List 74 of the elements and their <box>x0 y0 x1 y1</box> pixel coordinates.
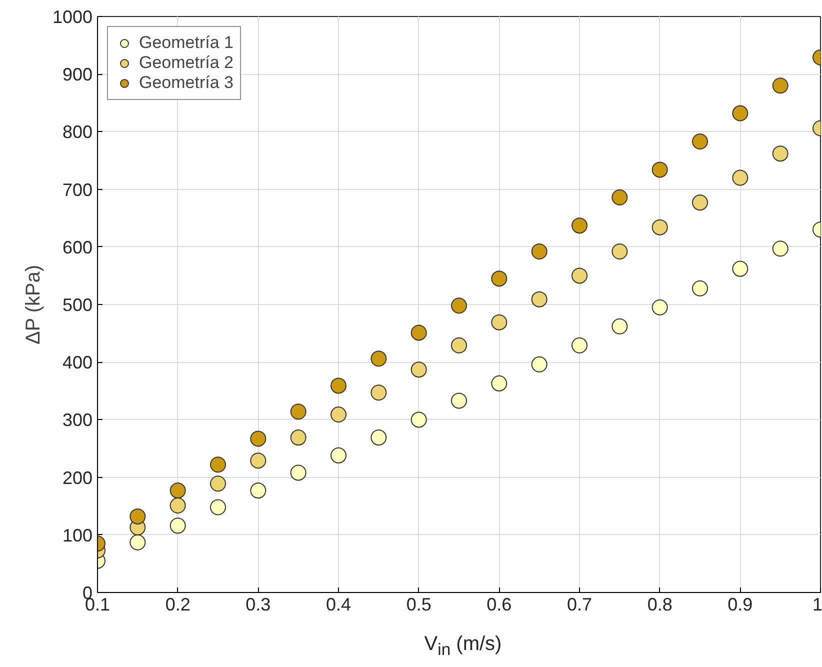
point <box>572 268 588 284</box>
point <box>170 518 186 534</box>
point <box>531 244 548 260</box>
point <box>290 404 306 420</box>
y-tick-label: 300 <box>62 410 93 430</box>
legend-label: Geometría 1 <box>139 33 234 53</box>
point <box>772 146 788 162</box>
x-tick-label: 1 <box>812 594 822 614</box>
point <box>250 430 266 447</box>
point <box>572 337 588 354</box>
point <box>130 508 146 524</box>
point <box>290 430 306 446</box>
point <box>370 384 387 401</box>
point <box>531 356 548 372</box>
point <box>330 378 346 394</box>
x-tick-label: 0.3 <box>246 594 271 614</box>
point <box>692 134 708 150</box>
point <box>652 219 668 236</box>
point <box>410 412 427 428</box>
point <box>370 350 387 367</box>
y-tick-label: 700 <box>62 180 93 200</box>
point <box>250 452 266 469</box>
point <box>692 280 708 296</box>
x-tick-label: 0.2 <box>165 594 190 614</box>
x-tick-label: 0.6 <box>486 594 512 614</box>
y-tick-label: 400 <box>62 352 93 373</box>
point <box>290 464 306 481</box>
point <box>170 498 186 514</box>
point <box>612 244 628 260</box>
x-axis-title: V$_{in}$ (m/s) <box>424 632 502 661</box>
y-tick-label: 900 <box>62 64 93 85</box>
point <box>451 337 467 354</box>
x-tick-label: 0.5 <box>406 594 432 614</box>
point <box>210 476 226 492</box>
x-tick-label: 0.9 <box>728 594 753 614</box>
point <box>330 447 346 464</box>
y-tick-label: 200 <box>62 468 93 488</box>
point <box>732 105 748 122</box>
legend-label: Geometría 3 <box>139 73 234 93</box>
x-tick-label: 0.7 <box>566 594 592 614</box>
point <box>410 362 427 378</box>
point <box>491 270 508 287</box>
point <box>652 299 668 316</box>
point <box>612 318 628 334</box>
x-tick-label: 0.8 <box>647 594 672 614</box>
point <box>732 260 748 277</box>
point <box>652 162 668 178</box>
point <box>772 240 788 257</box>
point <box>370 430 387 446</box>
point <box>612 189 628 206</box>
y-tick-label: 100 <box>62 525 93 546</box>
y-tick-label: 800 <box>62 122 93 142</box>
point <box>772 78 788 94</box>
point <box>210 456 226 473</box>
point <box>210 499 226 516</box>
point <box>451 298 467 314</box>
point <box>732 170 748 186</box>
legend-label: Geometría 2 <box>139 53 234 73</box>
y-tick-label: 600 <box>62 237 93 258</box>
point <box>692 194 708 211</box>
y-axis-title: ΔP (kPa) <box>22 264 44 345</box>
point <box>572 218 588 234</box>
point <box>491 314 508 330</box>
y-tick-label: 500 <box>62 295 93 315</box>
point <box>250 482 266 499</box>
point <box>451 392 467 409</box>
point <box>330 406 346 422</box>
point <box>170 482 186 499</box>
y-tick-label: 1000 <box>52 7 93 27</box>
point <box>531 291 548 308</box>
point <box>130 534 146 550</box>
x-tick-label: 0.4 <box>326 594 352 614</box>
point <box>491 375 508 392</box>
point <box>410 324 427 341</box>
